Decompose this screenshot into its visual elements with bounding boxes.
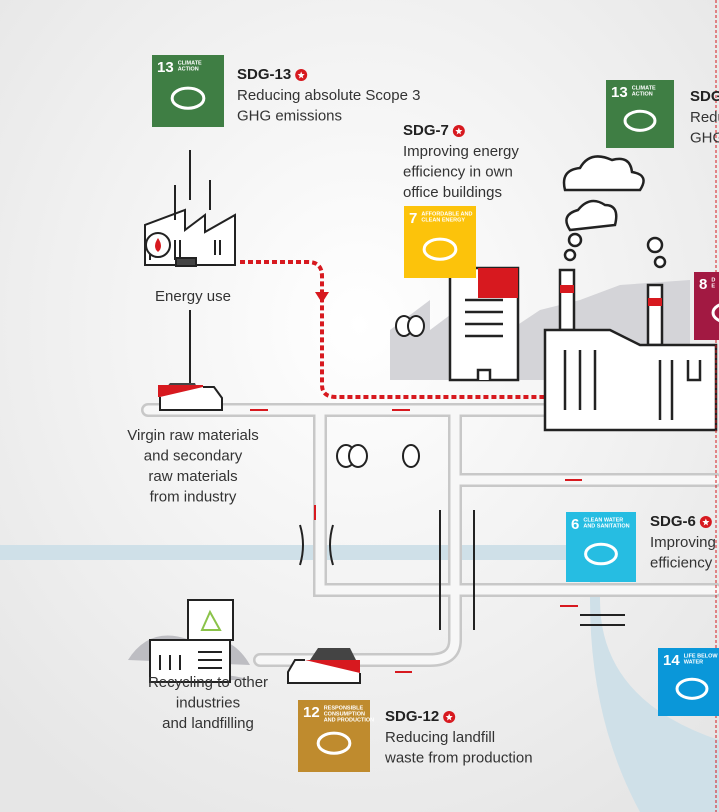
callout-title: SDG-6	[650, 513, 696, 530]
callout-text: GHG emissions	[237, 107, 342, 124]
place-label: raw materials	[148, 468, 237, 485]
callout-title: SDG-13	[237, 66, 291, 83]
callout-text: Improving water	[650, 534, 719, 551]
callout-text: waste from production	[384, 749, 533, 766]
icon-number: 6	[571, 516, 579, 533]
callout-text: efficiency in own	[403, 163, 513, 180]
icon-label: WATER	[684, 659, 703, 665]
diagram: 13CLIMATEACTION13CLIMATEACTION7AFFORDABL…	[0, 0, 719, 812]
icon-number: 12	[303, 704, 320, 721]
icon-label: AND PRODUCTION	[324, 717, 374, 723]
icon-label: ACTION	[632, 91, 653, 97]
callout-text: Reducing absolute Scope 3	[237, 87, 420, 104]
icon-number: 13	[157, 59, 174, 76]
office	[450, 268, 518, 380]
place-label: Virgin raw materials	[127, 427, 258, 444]
callout-text: efficiency	[650, 554, 713, 571]
callout-text: office buildings	[403, 184, 502, 201]
icon-number: 13	[611, 84, 628, 101]
icon-number: 14	[663, 652, 680, 669]
callout-text: Reducing landfill	[385, 729, 495, 746]
icon-label: CLEAN ENERGY	[421, 217, 465, 223]
icon-number: 7	[409, 210, 417, 227]
callout-text: Improving energy	[403, 143, 519, 160]
icon-number: 8	[699, 276, 707, 293]
place-label: and landfilling	[162, 715, 254, 732]
callout-title: SDG-12	[385, 708, 439, 725]
place-label: Energy use	[155, 288, 231, 305]
place-label: and secondary	[144, 447, 243, 464]
icon-label: AND SANITATION	[583, 523, 629, 529]
place-label: industries	[176, 694, 240, 711]
place-label: Recycling to other	[148, 674, 268, 691]
icon-label: E	[711, 283, 715, 289]
callout-title: SDG-13	[690, 88, 719, 105]
place-label: from industry	[150, 488, 237, 505]
callout-text: Reducing absolute Scope 3	[690, 109, 719, 126]
callout-text: GHG emissions	[690, 129, 719, 146]
callout-title: SDG-7	[403, 122, 449, 139]
icon-label: ACTION	[178, 66, 199, 72]
